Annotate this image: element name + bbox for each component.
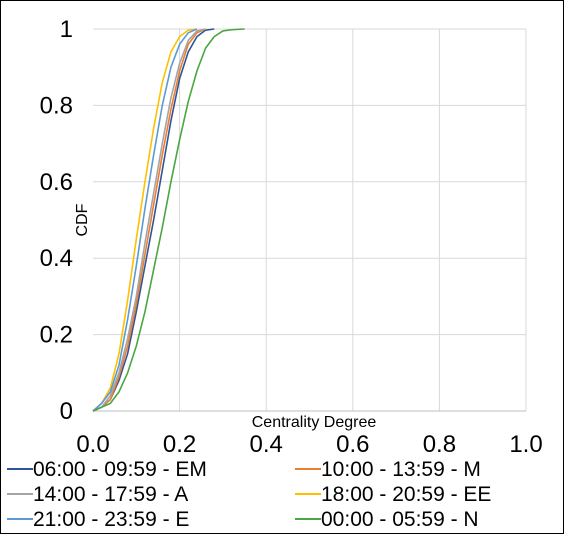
series-line-6 <box>92 28 245 412</box>
x-axis-title: Centrality Degree <box>252 414 377 431</box>
legend-item: 06:00 - 09:59 - EM <box>7 458 207 481</box>
series-line-3 <box>92 28 206 412</box>
legend: 06:00 - 09:59 - EM 10:00 - 13:59 - M 14:00… <box>7 458 491 531</box>
y-tick-label: 0.4 <box>40 245 73 272</box>
y-tick-label: 0 <box>60 398 73 425</box>
y-tick-label: 0.2 <box>40 322 73 349</box>
x-tick-label: 0.0 <box>76 431 109 458</box>
series-line-1 <box>92 28 215 412</box>
y-tick-label: 1 <box>60 16 73 43</box>
legend-item: 14:00 - 17:59 - A <box>7 483 188 506</box>
legend-item: 21:00 - 23:59 - E <box>7 508 189 531</box>
legend-label: 21:00 - 23:59 - E <box>33 508 189 531</box>
tick-labels: 0.0 0.2 0.4 0.6 0.8 1.0 0 0.2 0.4 0.6 0.8 1 <box>40 16 543 458</box>
y-tick-label: 0.8 <box>40 92 73 119</box>
x-tick-label: 0.2 <box>163 431 196 458</box>
series-lines <box>92 28 245 412</box>
x-tick-label: 0.8 <box>423 431 456 458</box>
legend-item: 18:00 - 20:59 - EE <box>295 483 491 506</box>
y-axis-title: CDF <box>74 203 91 236</box>
legend-label: 18:00 - 20:59 - EE <box>321 483 491 506</box>
x-tick-label: 0.4 <box>250 431 283 458</box>
legend-label: 00:00 - 05:59 - N <box>321 508 479 531</box>
x-tick-label: 1.0 <box>509 431 542 458</box>
legend-item: 00:00 - 05:59 - N <box>295 508 479 531</box>
legend-label: 06:00 - 09:59 - EM <box>33 458 207 481</box>
series-line-4 <box>92 28 198 412</box>
legend-label: 10:00 - 13:59 - M <box>321 458 481 481</box>
legend-label: 14:00 - 17:59 - A <box>33 483 188 506</box>
grid-lines <box>93 28 527 411</box>
legend-item: 10:00 - 13:59 - M <box>295 458 481 481</box>
x-tick-label: 0.6 <box>336 431 369 458</box>
series-line-2 <box>92 28 206 412</box>
series-line-5 <box>92 28 198 412</box>
y-tick-label: 0.6 <box>40 169 73 196</box>
